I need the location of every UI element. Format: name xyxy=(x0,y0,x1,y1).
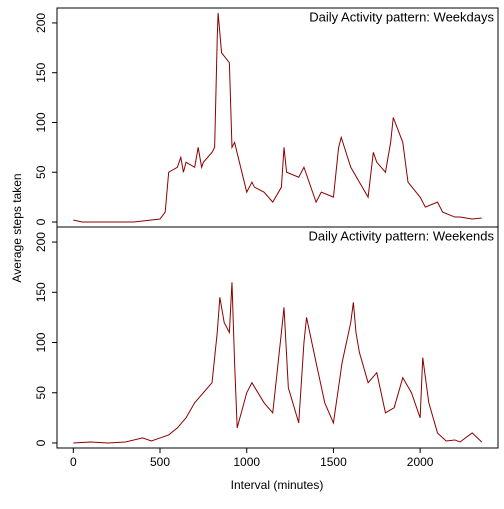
data-line xyxy=(73,12,482,223)
panel-title: Daily Activity pattern: Weekends xyxy=(309,228,495,243)
panel-frame xyxy=(56,226,499,449)
y-tick-label: 100 xyxy=(34,112,48,132)
x-tick-label: 500 xyxy=(150,455,170,469)
x-axis-label: Interval (minutes) xyxy=(231,478,324,492)
y-tick-label: 50 xyxy=(34,165,48,179)
y-tick-label: 150 xyxy=(34,62,48,82)
x-tick-label: 1500 xyxy=(320,455,347,469)
x-tick-label: 0 xyxy=(70,455,77,469)
data-line xyxy=(73,282,483,444)
y-tick-label: 0 xyxy=(34,218,48,225)
panel-title: Daily Activity pattern: Weekdays xyxy=(309,9,494,24)
y-tick-label: 50 xyxy=(34,386,48,400)
y-tick-label: 200 xyxy=(34,13,48,33)
y-tick-label: 150 xyxy=(34,282,48,302)
x-tick-label: 1000 xyxy=(233,455,260,469)
y-axis-label: Average steps taken xyxy=(10,173,24,282)
y-tick-label: 0 xyxy=(34,439,48,446)
y-tick-label: 100 xyxy=(34,332,48,352)
x-tick-label: 2000 xyxy=(407,455,434,469)
y-tick-label: 200 xyxy=(34,232,48,252)
